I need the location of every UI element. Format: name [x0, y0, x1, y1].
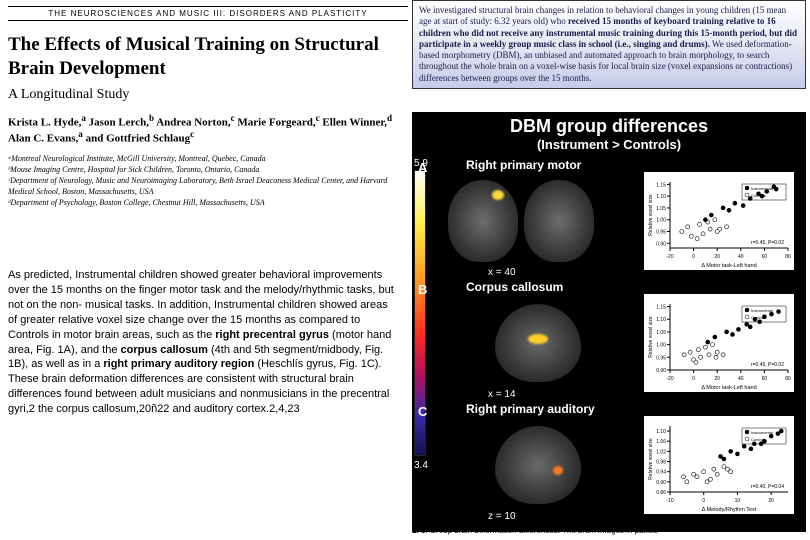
- svg-text:0.86: 0.86: [656, 490, 666, 496]
- svg-text:1.05: 1.05: [656, 330, 666, 336]
- svg-text:r=0.45, P=0.02: r=0.45, P=0.02: [751, 362, 784, 368]
- svg-text:Relative voxel size: Relative voxel size: [648, 316, 654, 358]
- svg-text:Instrumental: Instrumental: [751, 308, 773, 313]
- panel-title: Right primary auditory: [466, 402, 595, 416]
- methods-callout-box: We investigated structural brain changes…: [412, 0, 806, 89]
- affiliations: ᵃMontreal Neurological Institute, McGill…: [8, 154, 408, 208]
- svg-text:0.90: 0.90: [656, 241, 666, 247]
- svg-text:Δ Motor task-Left hand: Δ Motor task-Left hand: [701, 385, 756, 391]
- svg-text:1.10: 1.10: [656, 429, 666, 435]
- brain-hemisphere-right: [524, 180, 594, 262]
- figure-caption: 1. 1. Group brain deformation difference…: [412, 526, 806, 535]
- svg-text:20: 20: [768, 498, 774, 504]
- svg-text:1.02: 1.02: [656, 449, 666, 455]
- svg-text:0: 0: [692, 376, 695, 382]
- figure-subtitle: (Instrument > Controls): [412, 137, 806, 152]
- svg-text:0.95: 0.95: [656, 230, 666, 236]
- svg-text:Relative voxel size: Relative voxel size: [648, 194, 654, 236]
- svg-text:20: 20: [714, 376, 720, 382]
- brain-axial-slice: [495, 426, 581, 504]
- svg-text:60: 60: [762, 376, 768, 382]
- panel-title: Right primary motor: [466, 158, 581, 172]
- svg-text:0: 0: [702, 498, 705, 504]
- panel-label: B: [418, 282, 427, 297]
- panel-label: A: [418, 160, 427, 175]
- svg-text:1.00: 1.00: [656, 218, 666, 224]
- svg-text:1.15: 1.15: [656, 182, 666, 188]
- svg-text:40: 40: [738, 254, 744, 260]
- svg-text:-20: -20: [666, 254, 673, 260]
- brain-image: [448, 298, 628, 388]
- results-paragraph: As predicted, Instrumental children show…: [8, 268, 408, 416]
- colorbar-label: t-statistic: [396, 276, 406, 312]
- svg-text:0.94: 0.94: [656, 470, 666, 476]
- svg-text:1.05: 1.05: [656, 206, 666, 212]
- svg-text:0.90: 0.90: [656, 480, 666, 486]
- svg-text:0.90: 0.90: [656, 368, 666, 374]
- figure-panel-c: C Right primary auditory z = 10 -10 0 10 20…: [418, 402, 800, 520]
- svg-text:1.10: 1.10: [656, 317, 666, 323]
- slice-coordinate: z = 10: [488, 511, 516, 522]
- brain-image: [448, 420, 628, 510]
- svg-text:Relative voxel size: Relative voxel size: [648, 438, 654, 480]
- svg-text:20: 20: [714, 254, 720, 260]
- panel-title: Corpus callosum: [466, 280, 563, 294]
- svg-text:-10: -10: [666, 498, 673, 504]
- svg-text:-20: -20: [666, 376, 673, 382]
- figure-1: DBM group differences (Instrument > Cont…: [412, 112, 806, 532]
- svg-text:Instrumental: Instrumental: [751, 430, 773, 435]
- figure-panel-a: A Right primary motor x = 40 -20 0 20 40 60 8…: [418, 158, 800, 276]
- scatter-plot: -20 0 20 40 60 80 0.90 0.95 1.00 1.05 1.10 1.15 Inst…: [644, 172, 794, 270]
- figure-panel-b: B Corpus callosum x = 14 -20 0 20 40 60 80 0.9…: [418, 280, 800, 398]
- figure-title: DBM group differences: [412, 112, 806, 137]
- panel-label: C: [418, 404, 427, 419]
- svg-text:1.06: 1.06: [656, 439, 666, 445]
- svg-text:10: 10: [735, 498, 741, 504]
- scatter-plot: -10 0 10 20 0.86 0.90 0.94 0.98 1.02 1.06 1.10 Inst…: [644, 416, 794, 514]
- brain-image: [448, 176, 628, 266]
- svg-text:0.95: 0.95: [656, 355, 666, 361]
- svg-text:Instrumental: Instrumental: [751, 186, 773, 191]
- svg-text:0.98: 0.98: [656, 460, 666, 466]
- scatter-plot: -20 0 20 40 60 80 0.90 0.95 1.00 1.05 1.10 1.15 Inst…: [644, 294, 794, 392]
- paper-title: The Effects of Musical Training on Struc…: [8, 33, 408, 81]
- svg-text:Δ Motor task-Left hand: Δ Motor task-Left hand: [701, 263, 756, 269]
- slice-coordinate: x = 14: [488, 389, 516, 400]
- svg-text:0: 0: [692, 254, 695, 260]
- brain-axial-slice: [495, 304, 581, 382]
- brain-hemisphere-left: [448, 180, 518, 262]
- svg-text:r=0.40, P=0.04: r=0.40, P=0.04: [751, 484, 784, 490]
- svg-text:1.10: 1.10: [656, 194, 666, 200]
- svg-text:80: 80: [785, 254, 791, 260]
- svg-text:1.15: 1.15: [656, 305, 666, 311]
- journal-header: THE NEUROSCIENCES AND MUSIC III: DISORDE…: [8, 6, 408, 21]
- svg-text:1.00: 1.00: [656, 343, 666, 349]
- svg-text:40: 40: [738, 376, 744, 382]
- svg-text:60: 60: [762, 254, 768, 260]
- paper-subtitle: A Longitudinal Study: [8, 87, 408, 103]
- author-list: Krista L. Hyde,a Jason Lerch,b Andrea No…: [8, 113, 408, 147]
- slice-coordinate: x = 40: [488, 267, 516, 278]
- svg-text:r=0.45, P=0.02: r=0.45, P=0.02: [751, 240, 784, 246]
- left-column: THE NEUROSCIENCES AND MUSIC III: DISORDE…: [8, 0, 408, 540]
- svg-text:Δ Melody/Rhythm Test: Δ Melody/Rhythm Test: [702, 507, 757, 513]
- svg-text:80: 80: [785, 376, 791, 382]
